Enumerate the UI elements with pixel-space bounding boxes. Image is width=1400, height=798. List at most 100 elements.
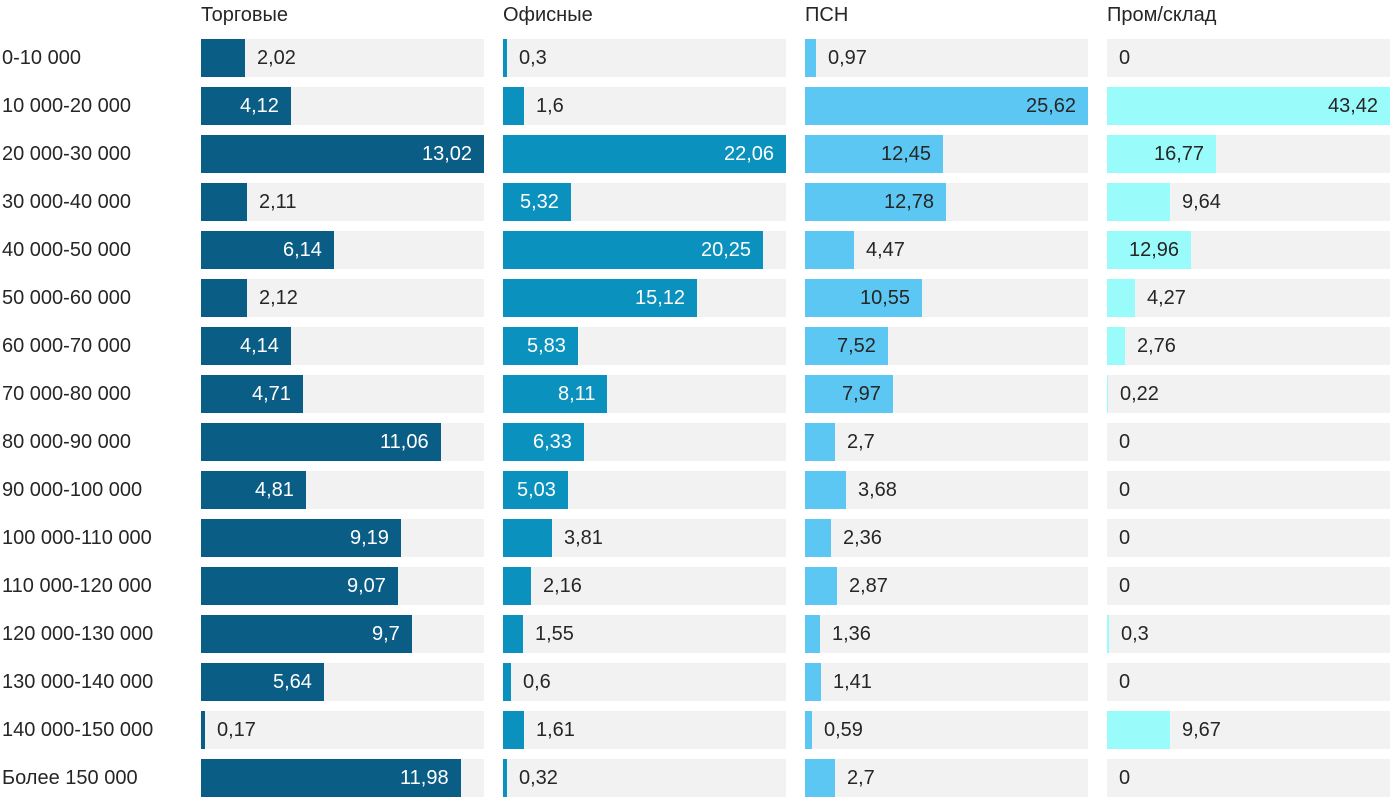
bar (1107, 279, 1135, 317)
value-label: 9,64 (1182, 191, 1221, 213)
value-label: 11,06 (380, 431, 429, 453)
value-label: 1,61 (536, 719, 575, 741)
row-label: 50 000-60 000 (2, 287, 132, 309)
bar (805, 615, 820, 653)
bar-track: 0 (1107, 39, 1390, 77)
bar-track: 0 (1107, 471, 1390, 509)
bar (805, 759, 835, 797)
row-label: 100 000-110 000 (2, 527, 152, 549)
bar-track: 0 (1107, 519, 1390, 557)
bar (1107, 231, 1191, 269)
value-label: 0 (1119, 671, 1131, 693)
bar (805, 39, 816, 77)
value-label: 20,25 (701, 239, 752, 261)
column-title-torgovye: Торговые (201, 4, 289, 26)
value-label: 9,7 (372, 623, 400, 645)
bar-track: 13,02 (201, 135, 484, 173)
value-label: 0,32 (519, 767, 558, 789)
bar-track: 4,71 (201, 375, 484, 413)
bar-track: 2,7 (805, 423, 1088, 461)
bar-track: 2,7 (805, 759, 1088, 797)
value-label: 2,7 (847, 431, 875, 453)
bar-track: 0 (1107, 423, 1390, 461)
value-label: 13,02 (422, 143, 473, 165)
bar-track: 1,41 (805, 663, 1088, 701)
value-label: 1,55 (535, 623, 574, 645)
value-label: 2,36 (843, 527, 882, 549)
bar (805, 567, 837, 605)
bar-track: 4,47 (805, 231, 1088, 269)
bar (805, 135, 943, 173)
bar-track: 1,61 (503, 711, 786, 749)
value-label: 10,55 (860, 287, 911, 309)
bar-track: 2,76 (1107, 327, 1390, 365)
bar-track: 2,02 (201, 39, 484, 77)
bar-track: 0,6 (503, 663, 786, 701)
row-label: 60 000-70 000 (2, 335, 132, 357)
bar-track: 11,98 (201, 759, 484, 797)
bar-track: 2,87 (805, 567, 1088, 605)
value-label: 15,12 (635, 287, 686, 309)
bar (201, 519, 401, 557)
value-label: 3,68 (858, 479, 897, 501)
column-title-psn: ПСН (805, 4, 849, 26)
bar-track: 1,36 (805, 615, 1088, 653)
bar (503, 663, 511, 701)
value-label: 12,96 (1129, 239, 1180, 261)
row-label: 10 000-20 000 (2, 95, 132, 117)
value-label: 2,16 (543, 575, 582, 597)
bar (805, 375, 893, 413)
value-label: 5,64 (273, 671, 312, 693)
bar-track: 16,77 (1107, 135, 1390, 173)
row-label: 110 000-120 000 (2, 575, 152, 597)
bar (503, 39, 507, 77)
row-label: 80 000-90 000 (2, 431, 132, 453)
bar-track: 7,97 (805, 375, 1088, 413)
bar-track: 0,97 (805, 39, 1088, 77)
bar-track: 3,81 (503, 519, 786, 557)
bar-track: 0,59 (805, 711, 1088, 749)
bar (1107, 135, 1216, 173)
bar-track: 4,81 (201, 471, 484, 509)
value-label: 4,81 (255, 479, 294, 501)
value-label: 43,42 (1328, 95, 1379, 117)
bar (201, 375, 303, 413)
bar (503, 759, 507, 797)
value-label: 2,02 (257, 47, 296, 69)
value-label: 0 (1119, 431, 1131, 453)
bar-track: 0,22 (1107, 375, 1390, 413)
bar-track: 5,32 (503, 183, 786, 221)
value-label: 2,87 (849, 575, 888, 597)
bar (805, 711, 812, 749)
bar-track: 12,96 (1107, 231, 1390, 269)
bar (503, 135, 786, 173)
row-label: 20 000-30 000 (2, 143, 132, 165)
bar-track: 1,6 (503, 87, 786, 125)
bar (1107, 87, 1390, 125)
value-label: 3,81 (564, 527, 603, 549)
value-label: 1,41 (833, 671, 872, 693)
bar-track: 6,33 (503, 423, 786, 461)
value-label: 4,71 (252, 383, 291, 405)
value-label: 0 (1119, 479, 1131, 501)
bar (503, 423, 584, 461)
bar (1107, 615, 1109, 653)
row-label: 70 000-80 000 (2, 383, 132, 405)
row-label: 40 000-50 000 (2, 239, 132, 261)
row-label: 90 000-100 000 (2, 479, 143, 501)
bar (805, 87, 1088, 125)
bar-track: 12,78 (805, 183, 1088, 221)
value-label: 2,76 (1137, 335, 1176, 357)
bar (1107, 327, 1125, 365)
bar (201, 471, 306, 509)
value-label: 25,62 (1026, 95, 1077, 117)
bar-track: 0,3 (1107, 615, 1390, 653)
bar-track: 4,12 (201, 87, 484, 125)
bar (503, 519, 552, 557)
bar (1107, 375, 1108, 413)
value-label: 16,77 (1154, 143, 1205, 165)
bar (201, 87, 291, 125)
bar (1107, 183, 1170, 221)
bar-track: 5,03 (503, 471, 786, 509)
value-label: 2,11 (259, 191, 297, 213)
